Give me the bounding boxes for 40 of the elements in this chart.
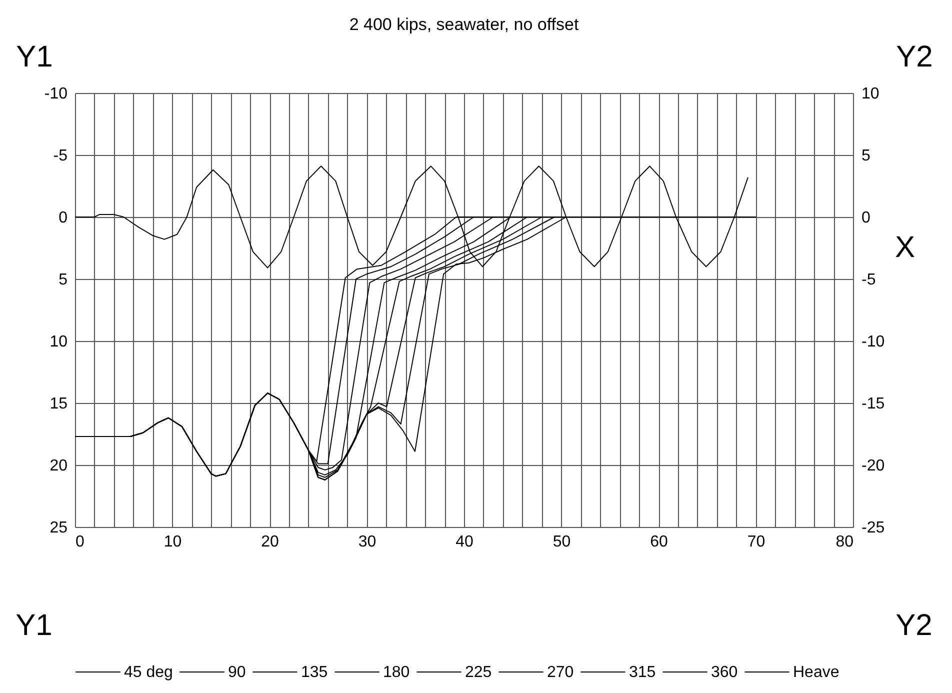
x-tick-label: 40	[456, 534, 474, 550]
legend-label: 180	[383, 664, 410, 681]
y-tick-label: 25	[50, 520, 68, 536]
y2-axis-title: Y2	[896, 40, 933, 74]
y-tick-label: 10	[50, 334, 68, 350]
y2-tick-label: 5	[862, 148, 870, 164]
text: Y1	[16, 609, 52, 642]
y-tick-label: 0	[58, 210, 68, 226]
x-tick-label: 20	[261, 534, 279, 550]
text: Y2	[896, 609, 932, 642]
chart-title: 2 400 kips, seawater, no offset	[349, 15, 579, 34]
legend-label: 45 deg	[124, 664, 173, 681]
x-tick-label: 30	[358, 534, 376, 550]
y2-tick-label: -15	[862, 396, 885, 412]
legend-label: 360	[711, 664, 738, 681]
legend-label: 270	[547, 664, 574, 681]
x-tick-label: 10	[164, 534, 182, 550]
x-axis-title: X	[894, 231, 916, 264]
y-axis-title: Y1	[16, 40, 53, 74]
y2-tick-label: 10	[862, 86, 880, 102]
x-tick-label: 50	[552, 534, 571, 550]
x-tick-label: 80	[836, 534, 854, 550]
legend-label: Heave	[793, 664, 840, 681]
y-tick-label: 20	[50, 458, 68, 474]
y2-tick-label: -5	[862, 272, 876, 288]
legend-label: 315	[629, 664, 656, 681]
legend-label: 135	[301, 664, 328, 681]
y2-tick-label: 0	[862, 210, 870, 226]
y2-tick-label: -20	[862, 458, 885, 474]
legend-label: 90	[228, 664, 246, 681]
y2-tick-label: -10	[862, 334, 885, 350]
x-tick-label: 70	[747, 534, 766, 550]
legend-label: 225	[465, 664, 492, 681]
x-tick-label: 0	[76, 534, 84, 550]
y-tick-label: -5	[53, 148, 68, 164]
y-tick-label: 5	[58, 272, 68, 288]
y-tick-label: 15	[50, 396, 68, 412]
y2-tick-label: -25	[862, 520, 885, 536]
y-tick-label: -10	[44, 86, 68, 102]
x-tick-label: 60	[650, 534, 668, 550]
